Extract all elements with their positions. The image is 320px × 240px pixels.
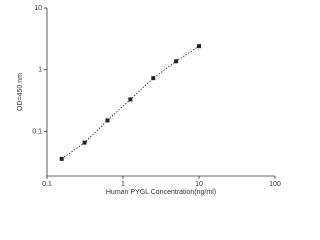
- fit-line: [61, 45, 200, 160]
- chart: Human PYGL Concentration(ng/ml) OD=450 n…: [17, 5, 281, 196]
- x-tick-label: 1: [121, 181, 125, 188]
- data-point: [59, 156, 64, 161]
- x-tick-label: 10: [195, 181, 203, 188]
- data-point: [197, 44, 201, 49]
- data-point: [151, 76, 156, 81]
- y-tick-label: 1: [38, 67, 42, 74]
- data-point: [82, 140, 87, 145]
- data-point: [128, 97, 133, 102]
- y-axis-label: OD=450 nm: [17, 73, 24, 111]
- y-tick-label: 0.1: [32, 128, 42, 135]
- x-tick-label: 0.1: [42, 181, 52, 188]
- data-point: [174, 59, 179, 64]
- data-point: [105, 118, 110, 123]
- y-tick-label: 10: [34, 5, 42, 12]
- x-axis-label: Human PYGL Concentration(ng/ml): [106, 189, 216, 196]
- x-tick-label: 100: [269, 181, 281, 188]
